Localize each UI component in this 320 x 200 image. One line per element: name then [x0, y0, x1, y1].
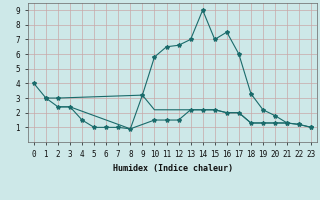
X-axis label: Humidex (Indice chaleur): Humidex (Indice chaleur)	[113, 164, 233, 173]
